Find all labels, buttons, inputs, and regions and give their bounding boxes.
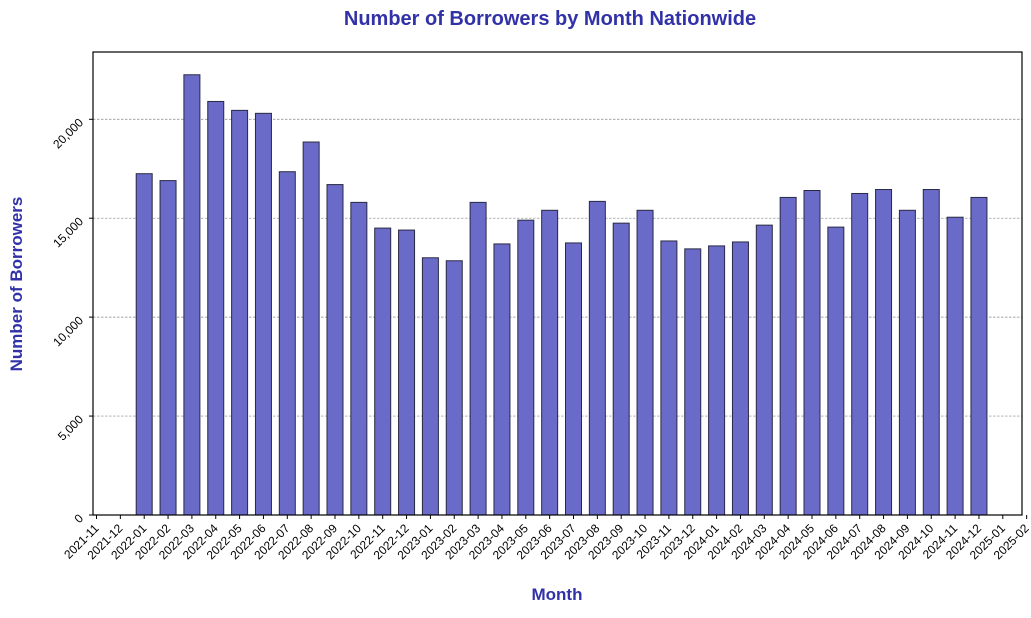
y-axis-ticks: 0 5,000 10,000 15,000 20,000 [50, 115, 93, 526]
bar-2022-02 [159, 180, 177, 516]
bar-2024-11 [946, 216, 964, 516]
bar-2023-04 [493, 243, 511, 516]
bar-2022-09 [326, 184, 344, 516]
bar-2024-03 [755, 224, 773, 516]
y-axis-label: Number of Borrowers [7, 197, 26, 372]
bar-2024-06 [827, 226, 845, 516]
bar-2024-07 [851, 192, 869, 516]
bar-2023-11 [660, 240, 678, 516]
bar-2022-07 [278, 171, 296, 516]
bar-2023-12 [684, 248, 702, 516]
y-tick-label: 15,000 [50, 214, 86, 250]
bar-2023-05 [517, 219, 535, 516]
y-tick-label: 5,000 [55, 412, 86, 443]
bar-2024-10 [922, 189, 940, 516]
bar-2022-10 [350, 201, 368, 516]
bar-2024-09 [898, 209, 916, 516]
bar-2023-03 [469, 201, 487, 516]
bar-2023-02 [445, 260, 463, 516]
chart-title: Number of Borrowers by Month Nationwide [344, 8, 756, 30]
bar-2022-01 [135, 173, 153, 516]
bar-2024-08 [875, 189, 893, 516]
bar-2024-02 [731, 241, 749, 516]
bar-2023-06 [541, 209, 559, 516]
bar-2023-01 [421, 257, 439, 516]
bar-2022-03 [183, 74, 201, 516]
bar-2022-12 [398, 229, 416, 516]
bar-2022-08 [302, 141, 320, 516]
bar-2024-12 [970, 196, 988, 516]
bars [135, 74, 988, 516]
bar-2022-05 [231, 109, 249, 516]
bar-2022-04 [207, 100, 225, 516]
plot-frame [92, 51, 1023, 516]
y-tick-label: 20,000 [50, 115, 86, 151]
y-tick-label: 10,000 [50, 313, 86, 349]
x-axis-label: Month [532, 585, 583, 604]
bar-2024-04 [779, 196, 797, 516]
bar-2023-09 [612, 222, 630, 516]
x-axis-ticks: 2021-112021-122022-012022-022022-032022-… [61, 515, 1031, 562]
bar-2024-01 [708, 245, 726, 516]
bar-2023-07 [565, 242, 582, 516]
bar-2022-06 [254, 112, 272, 516]
bar-2022-11 [374, 227, 392, 516]
bar-2024-05 [803, 190, 821, 516]
y-tick-label: 0 [71, 511, 86, 526]
bar-2023-08 [588, 200, 606, 516]
bar-2023-10 [636, 209, 654, 516]
